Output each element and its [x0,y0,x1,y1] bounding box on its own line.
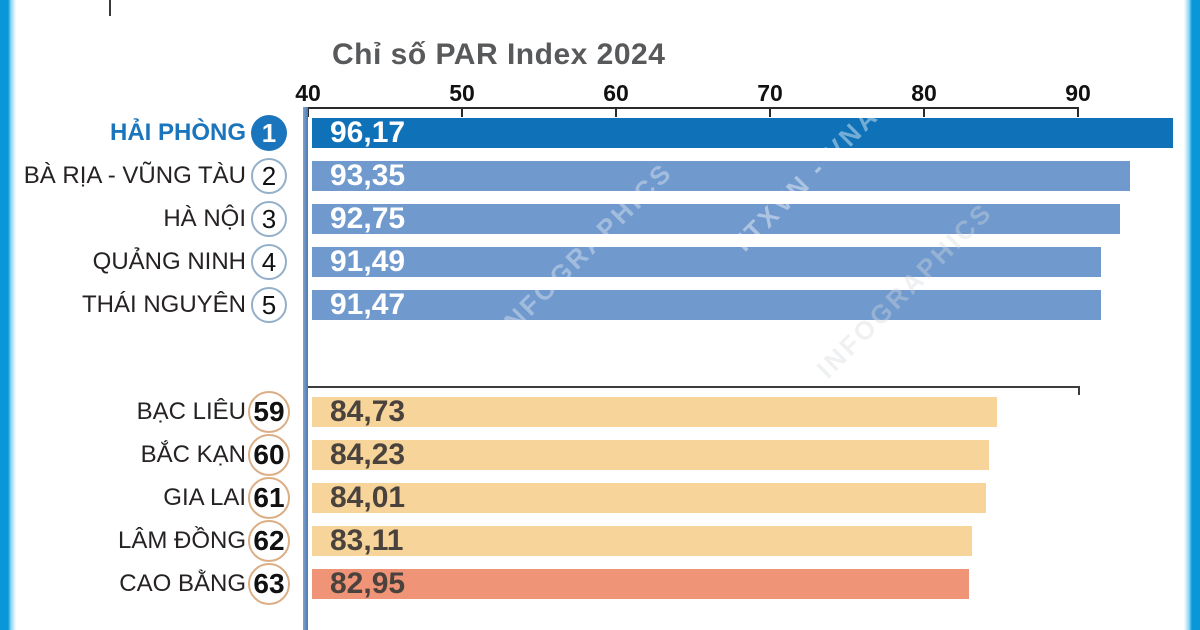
bar-value-label: 92,75 [330,202,406,235]
bar-value-label: 82,95 [330,567,406,600]
rank-badge: 1 [251,115,287,151]
rank-badge: 63 [248,563,290,605]
rank-badge: 5 [251,287,287,323]
chart-row: LÂM ĐỒNG 62 83,11 [0,520,1200,562]
value-bar: 91,47 [312,288,1101,321]
province-label: HẢI PHÒNG [109,119,246,146]
rank-badge: 2 [251,158,287,194]
province-label: THÁI NGUYÊN [81,291,246,318]
rank-badge: 59 [248,391,290,433]
axis-vertical-rail [303,107,308,630]
bar-value-label: 84,73 [330,395,406,428]
value-bar: 91,49 [312,245,1101,278]
bar-value-label: 96,17 [330,116,406,149]
bar-value-label: 83,11 [330,524,404,557]
value-bar: 93,35 [312,159,1130,192]
bar-value-label: 93,35 [330,159,406,192]
chart-row: BẠC LIÊU 59 84,73 [0,391,1200,433]
chart-row: GIA LAI 61 84,01 [0,477,1200,519]
axis-tick-label: 60 [603,80,629,106]
axis-tick-mark [923,109,925,117]
chart-row: HÀ NỘI 3 92,75 [0,198,1200,240]
province-label: HÀ NỘI [163,205,246,232]
value-bar: 84,73 [312,395,997,428]
axis-tick-label: 90 [1065,80,1091,106]
chart-row: BÀ RỊA - VŨNG TÀU 2 93,35 [0,155,1200,197]
cropped-line-remnant [109,0,111,16]
value-bar: 82,95 [312,567,969,600]
axis-tick-label: 40 [295,80,321,106]
lower-baseline-end-tick [1078,388,1080,395]
province-label: QUẢNG NINH [92,248,246,275]
axis-tick-mark [615,109,617,117]
rank-badge: 62 [248,520,290,562]
bar-value-label: 84,23 [330,438,406,471]
chart-row: CAO BẰNG 63 82,95 [0,563,1200,605]
province-label: LÂM ĐỒNG [117,527,246,554]
province-label: GIA LAI [163,484,246,511]
rank-badge: 60 [248,434,290,476]
chart-row: HẢI PHÒNG 1 96,17 [0,112,1200,154]
bar-value-label: 84,01 [330,481,406,514]
axis-tick-mark [769,109,771,117]
axis-tick-label: 70 [757,80,783,106]
value-bar: 96,17 [312,116,1173,149]
chart-row: QUẢNG NINH 4 91,49 [0,241,1200,283]
province-label: CAO BẰNG [119,570,246,597]
rank-badge: 4 [251,244,287,280]
chart-row: THÁI NGUYÊN 5 91,47 [0,284,1200,326]
province-label: BẠC LIÊU [136,398,246,425]
value-bar: 84,23 [312,438,989,471]
left-edge-strip [0,0,16,630]
axis-line-top [308,107,1079,109]
axis-tick-mark [461,109,463,117]
axis-tick-label: 80 [911,80,937,106]
bar-value-label: 91,47 [330,288,406,321]
rank-badge: 61 [248,477,290,519]
lower-group-baseline [308,386,1080,388]
axis-tick-mark [307,109,309,117]
value-bar: 83,11 [312,524,972,557]
right-edge-strip [1184,0,1200,630]
chart-row: BẮC KẠN 60 84,23 [0,434,1200,476]
value-bar: 92,75 [312,202,1120,235]
value-bar: 84,01 [312,481,986,514]
bar-value-label: 91,49 [330,245,406,278]
axis-tick-label: 50 [449,80,475,106]
province-label: BẮC KẠN [140,441,246,468]
province-label: BÀ RỊA - VŨNG TÀU [23,162,246,189]
chart-title: Chỉ số PAR Index 2024 [332,38,666,71]
axis-tick-mark [1077,109,1079,117]
rank-badge: 3 [251,201,287,237]
